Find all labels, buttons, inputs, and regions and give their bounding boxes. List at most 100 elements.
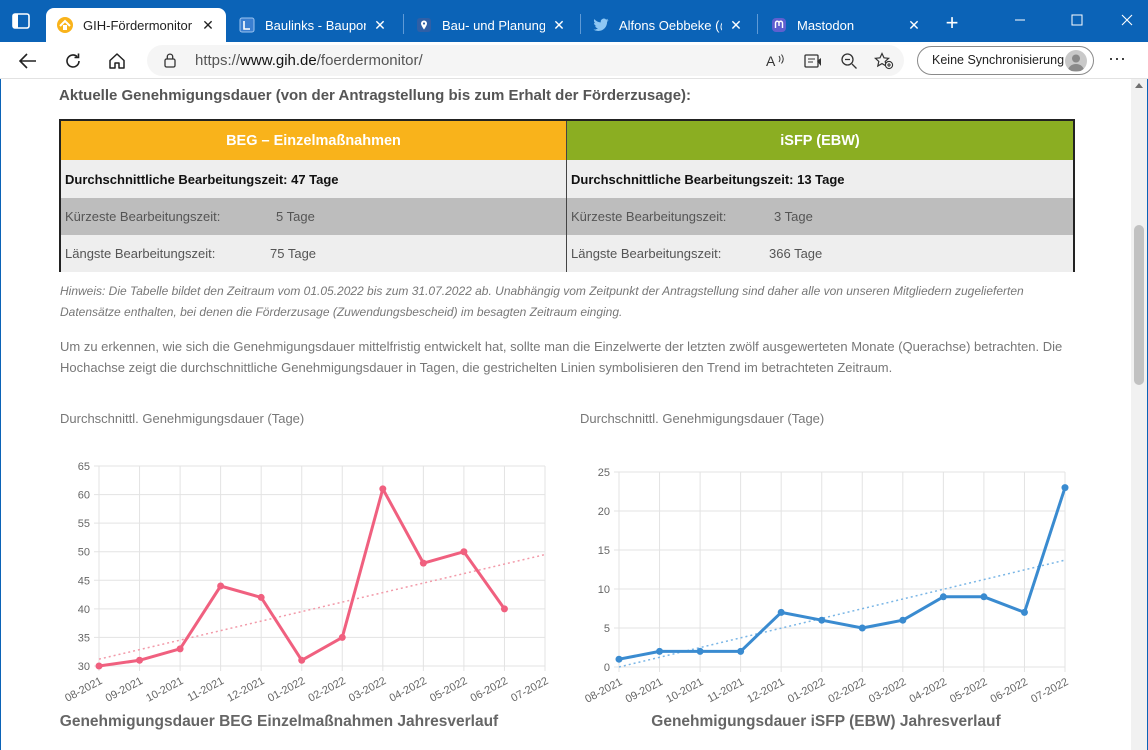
trend-line (618, 559, 1066, 668)
beg-average: Durchschnittliche Bearbeitungszeit: 47 T… (61, 160, 567, 198)
tab-actions-icon[interactable] (10, 10, 32, 32)
immersive-reader-icon[interactable] (803, 51, 823, 71)
add-favorite-icon[interactable] (874, 51, 894, 71)
data-point (257, 593, 265, 601)
series-line (618, 487, 1067, 661)
data-point (217, 582, 225, 590)
x-tick-label: 05-2022 (948, 676, 989, 706)
x-tick-label: 04-2022 (907, 676, 948, 706)
tab-title: Mastodon (797, 17, 855, 33)
beg-max-label: Längste Bearbeitungszeit: (65, 246, 216, 261)
tab-title: Alfons Oebbeke (@c (619, 17, 722, 33)
data-point (338, 633, 346, 641)
isfp-max-value: 366 Tage (769, 246, 823, 261)
tab-title: Baulinks - Bauportal (265, 17, 366, 33)
y-tick-label: 20 (598, 506, 610, 518)
maximize-button[interactable] (1062, 6, 1092, 34)
scrollbar-thumb[interactable] (1134, 225, 1144, 385)
url-text[interactable]: https://www.gih.de/foerdermonitor/ (195, 52, 423, 69)
back-button[interactable] (13, 46, 43, 76)
beg-chart-title: Genehmigungsdauer BEG Einzelmaßnahmen Ja… (59, 713, 499, 730)
x-tick-label: 12-2021 (745, 676, 786, 706)
data-point (858, 624, 866, 632)
tab-title: GIH-Fördermonitor - (83, 17, 194, 33)
tab-bau-planung[interactable]: Bau- und Planungsp ✕ (405, 8, 577, 42)
data-point (737, 647, 745, 655)
reload-button[interactable] (58, 46, 88, 76)
isfp-maximum-row: Längste Bearbeitungszeit: 366 Tage (567, 235, 1073, 272)
tab-title: Bau- und Planungsp (442, 17, 545, 33)
url-path: /foerdermonitor/ (316, 52, 423, 69)
data-point (419, 559, 427, 567)
read-aloud-icon[interactable]: A (766, 51, 786, 71)
address-bar[interactable]: https://www.gih.de/foerdermonitor/ A (147, 45, 904, 76)
vertical-scrollbar[interactable] (1131, 79, 1147, 750)
tab-separator (757, 14, 758, 34)
close-tab-icon[interactable]: ✕ (553, 16, 565, 33)
y-tick-label: 60 (78, 490, 90, 502)
new-tab-button[interactable]: + (945, 10, 959, 35)
tab-twitter[interactable]: Alfons Oebbeke (@c ✕ (582, 8, 754, 42)
x-tick-label: 05-2022 (428, 675, 469, 705)
baulinks-icon (238, 16, 256, 34)
x-tick-label: 08-2021 (63, 675, 104, 705)
sync-button[interactable]: Keine Synchronisierung (917, 46, 1094, 75)
sync-label: Keine Synchronisierung (932, 53, 1065, 67)
tab-separator (403, 14, 404, 34)
x-tick-label: 02-2022 (306, 675, 347, 705)
isfp-max-label: Längste Bearbeitungszeit: (571, 246, 722, 261)
close-tab-icon[interactable]: ✕ (908, 16, 920, 33)
x-tick-label: 03-2022 (347, 675, 388, 705)
scroll-up-arrow-icon[interactable] (1135, 83, 1143, 88)
beg-chart-caption: Durchschnittl. Genehmigungsdauer (Tage) (60, 411, 305, 426)
data-point (136, 656, 144, 664)
close-tab-icon[interactable]: ✕ (374, 16, 386, 33)
isfp-min-label: Kürzeste Bearbeitungszeit: (571, 209, 727, 224)
profile-avatar-icon (1065, 50, 1087, 72)
y-tick-label: 40 (78, 604, 90, 616)
x-tick-label: 10-2021 (664, 676, 705, 706)
x-tick-label: 06-2022 (469, 675, 510, 705)
data-point (1061, 484, 1069, 492)
tab-mastodon[interactable]: Mastodon ✕ (760, 8, 932, 42)
section-title: Aktuelle Genehmigungsdauer (von der Antr… (59, 87, 692, 104)
browser-toolbar: https://www.gih.de/foerdermonitor/ A Kei… (0, 42, 1148, 79)
x-tick-label: 11-2021 (705, 676, 746, 705)
y-tick-label: 35 (78, 632, 90, 644)
close-tab-icon[interactable]: ✕ (202, 16, 214, 33)
isfp-min-value: 3 Tage (774, 209, 813, 224)
data-point (656, 647, 664, 655)
more-menu-icon[interactable]: ⋯ (1108, 49, 1126, 69)
isfp-line-chart: 0 5 10 15 20 25 08-2021 09-2021 10-2021 11-2021 12… (583, 467, 1070, 706)
x-tick-label: 10-2021 (144, 675, 185, 705)
tab-gih-foerdermonitor[interactable]: GIH-Fördermonitor - ✕ (46, 8, 226, 42)
beg-max-value: 75 Tage (270, 246, 317, 261)
x-tick-label: 04-2022 (387, 675, 428, 705)
data-point (777, 608, 785, 616)
minimize-button[interactable] (1005, 6, 1035, 34)
x-tick-label: 07-2022 (1029, 676, 1070, 706)
x-tick-label: 07-2022 (509, 675, 550, 705)
beg-minimum-row: Kürzeste Bearbeitungszeit: 5 Tage (61, 198, 567, 235)
close-tab-icon[interactable]: ✕ (730, 16, 742, 33)
explanation-paragraph: Um zu erkennen, wie sich die Genehmigung… (60, 339, 1063, 375)
data-point (298, 656, 306, 664)
data-point (818, 616, 826, 624)
lock-icon[interactable] (163, 52, 177, 73)
x-tick-label: 02-2022 (826, 676, 867, 706)
x-tick-label: 11-2021 (185, 675, 226, 704)
data-point (939, 593, 947, 601)
close-window-button[interactable] (1112, 6, 1142, 34)
mastodon-icon (770, 16, 788, 34)
table-hint: Hinweis: Die Tabelle bildet den Zeitraum… (60, 284, 1024, 319)
home-button[interactable] (102, 46, 132, 76)
page-content: Aktuelle Genehmigungsdauer (von der Antr… (1, 79, 1131, 750)
beg-maximum-row: Längste Bearbeitungszeit: 75 Tage (61, 235, 567, 272)
tab-baulinks[interactable]: Baulinks - Bauportal ✕ (228, 8, 398, 42)
zoom-out-icon[interactable] (839, 51, 859, 71)
beg-header: BEG – Einzelmaßnahmen (61, 121, 567, 160)
isfp-chart-title: Genehmigungsdauer iSFP (EBW) Jahresverla… (651, 713, 1001, 730)
twitter-bird-icon (592, 16, 610, 34)
y-tick-label: 50 (78, 547, 90, 559)
y-tick-label: 0 (604, 662, 610, 674)
